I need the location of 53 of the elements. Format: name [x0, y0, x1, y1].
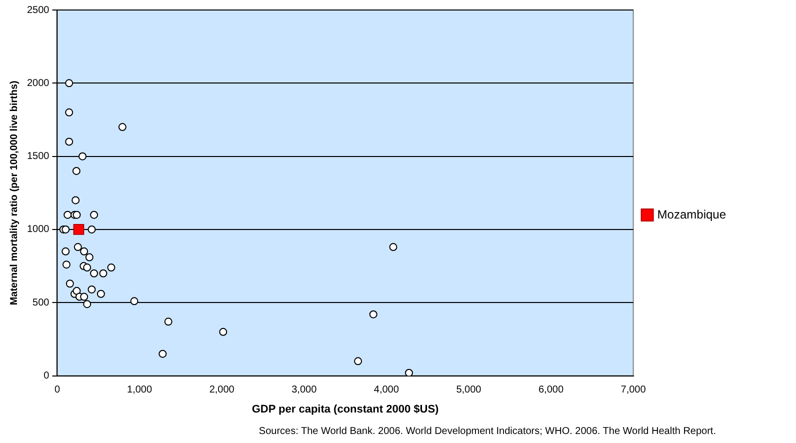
x-tick-label: 1,000 — [127, 384, 152, 396]
point — [83, 300, 92, 308]
point — [404, 368, 413, 376]
point — [72, 286, 81, 295]
y-tick-label: 2500 — [26, 4, 50, 16]
point — [65, 79, 74, 88]
x-tick-label: 7,000 — [620, 384, 646, 396]
point — [219, 328, 228, 336]
y-axis-title: Maternal mortality ratio (per 100,000 live births) — [8, 80, 20, 306]
y-tick-label: 2000 — [26, 78, 50, 89]
point — [62, 260, 70, 269]
point — [72, 166, 80, 175]
point — [65, 108, 74, 116]
source-note: Sources: The World Bank. 2006. World Development Indicators; WHO. 2006. The World Health Report. — [258, 426, 716, 437]
point — [354, 357, 362, 366]
point — [74, 243, 82, 252]
point — [72, 196, 80, 204]
x-tick-label: 3,000 — [292, 384, 318, 396]
y-tick-label: 1500 — [26, 151, 50, 162]
point — [83, 264, 92, 272]
point — [65, 138, 74, 146]
y-tick-label: 1000 — [26, 224, 50, 236]
point — [90, 269, 98, 278]
point — [369, 310, 378, 318]
x-axis-title: GDP per capita (constant 2000 $US) — [252, 403, 440, 416]
point — [66, 280, 74, 288]
point — [96, 290, 105, 298]
point — [73, 224, 84, 235]
point — [78, 152, 87, 160]
x-tick-label: 6,000 — [538, 384, 564, 396]
point — [130, 297, 138, 306]
point — [80, 292, 88, 301]
point — [99, 269, 108, 278]
point — [85, 253, 94, 262]
point — [107, 264, 116, 272]
point — [118, 123, 126, 132]
point — [389, 243, 398, 252]
x-tick-label: 5,000 — [456, 384, 482, 396]
point — [88, 285, 96, 294]
point — [164, 318, 172, 326]
point — [62, 225, 70, 234]
point — [90, 210, 98, 219]
y-tick-label: 500 — [32, 297, 50, 308]
point — [88, 225, 96, 234]
x-tick-label: 0 — [54, 384, 60, 396]
point — [64, 210, 72, 219]
y-tick-label: 0 — [44, 370, 50, 382]
point — [158, 350, 167, 358]
legend-label: Mozambique — [657, 207, 726, 222]
point — [62, 247, 70, 256]
x-tick-label: 2,000 — [209, 384, 235, 396]
point — [80, 247, 88, 256]
x-tick-label: 4,000 — [374, 384, 400, 396]
